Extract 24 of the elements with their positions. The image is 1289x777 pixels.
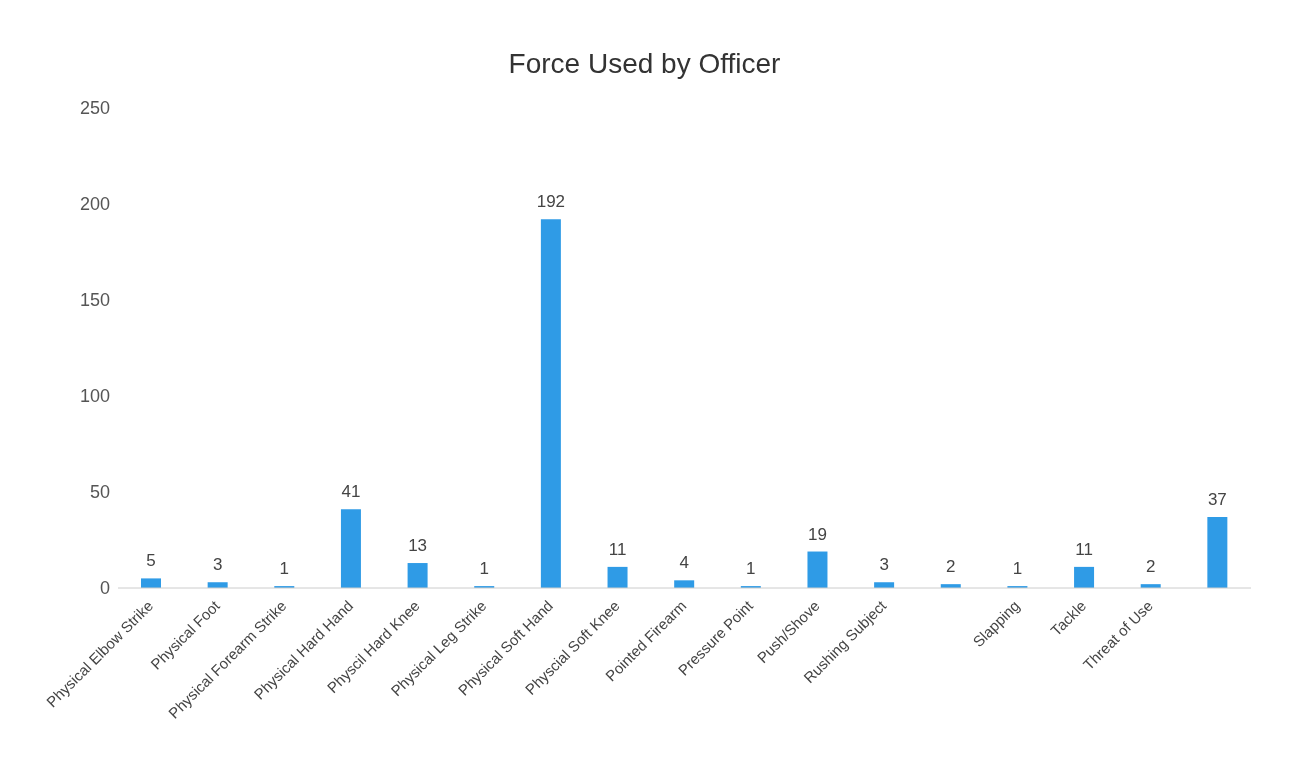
data-label: 1: [279, 559, 290, 579]
data-label: 2: [1145, 557, 1156, 577]
data-label: 11: [608, 539, 627, 559]
y-tick-label: 50: [89, 482, 110, 503]
data-label: 1: [746, 559, 756, 579]
y-tick-label: 100: [79, 386, 110, 407]
y-tick-label: 0: [99, 578, 110, 599]
data-label: 13: [408, 536, 428, 556]
data-label: 3: [212, 555, 223, 575]
data-label: 11: [1075, 539, 1093, 559]
data-label: 2: [946, 557, 956, 577]
data-label: 19: [808, 524, 827, 544]
data-label: 192: [536, 192, 566, 212]
data-label: 1: [479, 559, 489, 579]
data-label: 3: [879, 555, 889, 575]
data-label: 4: [679, 553, 689, 573]
data-label: 1: [1012, 559, 1023, 579]
data-label: 5: [146, 551, 156, 571]
y-tick-label: 250: [79, 98, 110, 119]
data-label: 41: [341, 482, 361, 502]
data-label: 37: [1207, 489, 1227, 509]
chart-title: Force Used by Officer: [507, 47, 782, 81]
y-tick-label: 150: [79, 290, 110, 311]
y-tick-label: 200: [79, 194, 110, 215]
